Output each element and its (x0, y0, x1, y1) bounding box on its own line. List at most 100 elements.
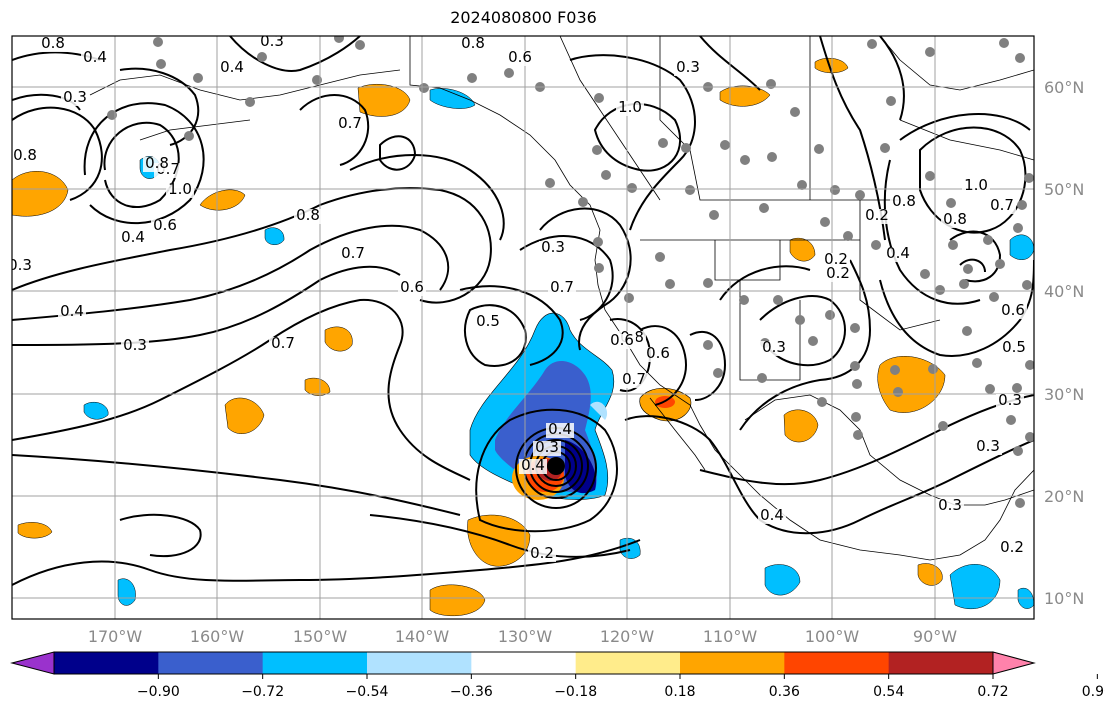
contour-label-bg (151, 219, 179, 234)
contour-label: 0.3 (535, 438, 559, 456)
contour-label-bg (218, 61, 246, 76)
latitude-label: 50°N (1044, 180, 1084, 199)
contour-label: 0.4 (121, 228, 145, 246)
colorbar-tick-label: 0.72 (977, 684, 1008, 700)
contour-label-bg (548, 281, 576, 296)
contour-label: 0.6 (508, 48, 532, 66)
contour-label-bg (863, 209, 891, 224)
latitude-label: 60°N (1044, 78, 1084, 97)
contour-label-bg (999, 304, 1027, 319)
contour-label: 0.6 (400, 278, 424, 296)
contours (12, 36, 1034, 586)
contour-label-bg (539, 241, 567, 256)
contour-label-bg (269, 337, 297, 352)
contour-label-bg (1000, 341, 1028, 356)
colorbar-segment (575, 652, 681, 674)
contour-label-bg (39, 37, 67, 52)
blue-patch-5 (764, 564, 801, 596)
colorbar-segment (680, 652, 785, 674)
colorbar-segment (784, 652, 890, 674)
contour-label-bg (962, 179, 990, 194)
contour-label: 0.3 (260, 32, 284, 50)
contour-label-bg (294, 209, 322, 224)
orange-patch-13 (789, 237, 816, 262)
contour-label: 0.7 (341, 244, 365, 262)
contour-label: 0.2 (826, 264, 850, 282)
contour-label-bg (822, 253, 850, 268)
blue-patch-3 (429, 88, 476, 109)
contour-label-bg (506, 51, 534, 66)
contour-label-bg (674, 61, 702, 76)
contour-label: 0.5 (1002, 338, 1026, 356)
contour-label-bg (58, 305, 86, 320)
contour-label-bg (533, 441, 561, 456)
colorbar-tick-label: 0.90 (1082, 684, 1105, 700)
contour-label-bg (760, 341, 788, 356)
longitude-label: 100°W (805, 627, 860, 646)
longitude-label: 140°W (395, 627, 450, 646)
contour-label-bg (474, 315, 502, 330)
latitude-label: 10°N (1044, 589, 1084, 608)
orange-patch-14 (324, 326, 353, 352)
colorbar-tick-label: −0.18 (554, 684, 597, 700)
contour-label: 0.8 (145, 154, 169, 172)
contour-label: 0.8 (943, 210, 967, 228)
contour-label-bg (884, 247, 912, 262)
colorbar-tick-label: 0.54 (873, 684, 904, 700)
coastlines (89, 36, 1034, 561)
contour-label-bg (121, 339, 149, 354)
contour-label: 1.0 (618, 98, 642, 116)
colorbar-extend-high (992, 651, 1036, 675)
contour-label: 0.2 (1000, 538, 1024, 556)
contour-label: 0.3 (976, 437, 1000, 455)
contour-label: 0.3 (998, 391, 1022, 409)
colorbar-segment (158, 652, 264, 674)
station-dots (107, 36, 1034, 508)
contour-label-bg (644, 347, 672, 362)
contour-label: 0.3 (762, 338, 786, 356)
contour-label-bg (608, 334, 636, 349)
contour-label: 0.3 (8, 256, 32, 274)
contour-label-bg (459, 37, 487, 52)
contour-label: 0.6 (610, 331, 634, 349)
contour-label-bg (996, 394, 1024, 409)
orange-patch-6 (783, 409, 819, 443)
colorbar-frame (53, 651, 994, 675)
longitude-label: 110°W (703, 627, 758, 646)
contour-label-bg (998, 541, 1026, 556)
contour-label-bg (974, 440, 1002, 455)
blue-patch-7 (1009, 234, 1034, 260)
longitude-label: 90°W (913, 627, 957, 646)
contour-label: 0.6 (1001, 301, 1025, 319)
orange-patch-4 (224, 397, 265, 434)
contour-label-bg (528, 547, 556, 562)
colorbar-segment (54, 652, 159, 674)
contour-label: 0.4 (521, 456, 545, 474)
latitude-label: 40°N (1044, 282, 1084, 301)
longitude-label: 170°W (88, 627, 143, 646)
contour-label-bg (398, 281, 426, 296)
longitude-label: 130°W (498, 627, 553, 646)
contour-label: 0.2 (865, 206, 889, 224)
colorbar-segment (262, 652, 368, 674)
contour-label: 0.2 (824, 250, 848, 268)
longitude-label: 120°W (600, 627, 655, 646)
contour-label: 0.4 (760, 506, 784, 524)
colorbar-tick-label: 0.18 (664, 684, 695, 700)
contour-label: 0.4 (548, 420, 572, 438)
contour-label-bg (12, 149, 39, 164)
longitude-label: 150°W (293, 627, 348, 646)
contour-label: 0.3 (123, 336, 147, 354)
orange-patch-10 (17, 522, 53, 539)
contour-label: 0.8 (892, 192, 916, 210)
contour-label-bg (61, 91, 89, 106)
contour-label: 0.4 (83, 48, 107, 66)
contour-label: 0.2 (530, 544, 554, 562)
latitude-label: 20°N (1044, 487, 1084, 506)
contour-label: 0.8 (41, 34, 65, 52)
latitude-label: 30°N (1044, 385, 1084, 404)
colorbar-tick-label: −0.36 (450, 684, 493, 700)
contour-label-bg (12, 259, 34, 274)
contour-label-bg (936, 499, 964, 514)
contour-cyclone-outer (475, 408, 618, 533)
